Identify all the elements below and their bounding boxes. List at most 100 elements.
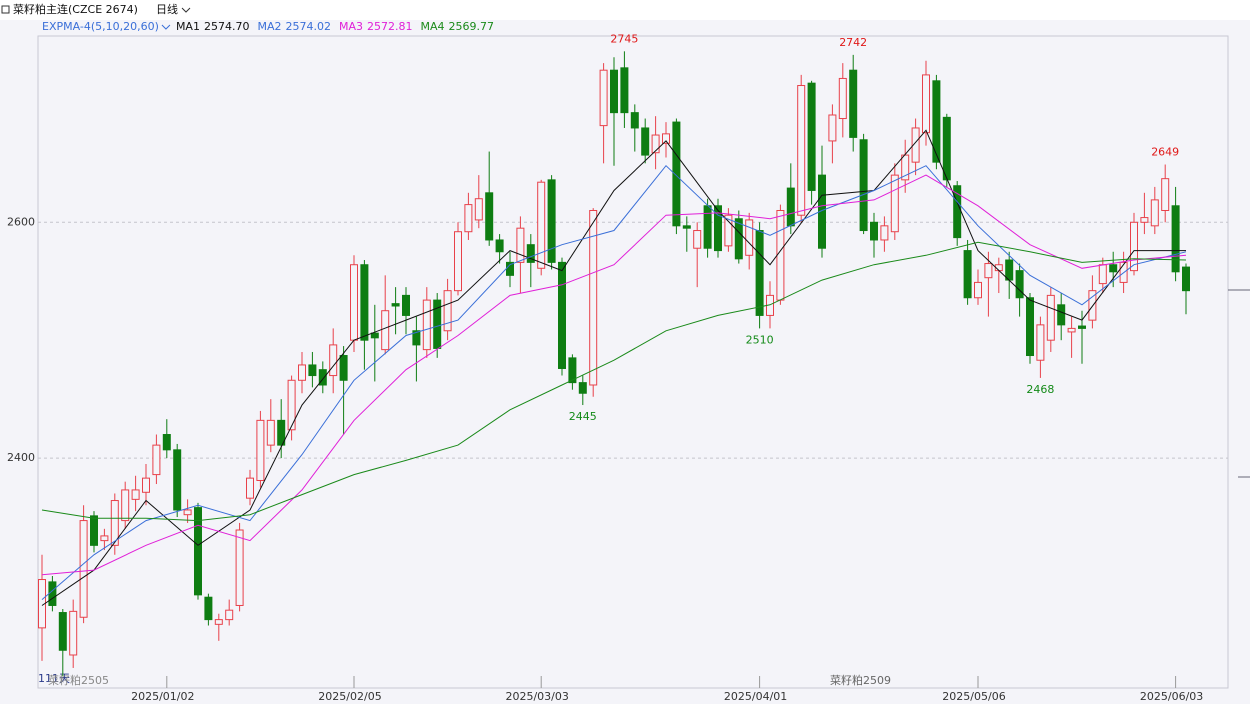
candle-body [870, 221, 878, 241]
candle-body [142, 477, 150, 493]
header-icon[interactable] [1, 5, 10, 14]
candle-body [214, 619, 223, 625]
high-label: 2649 [1151, 146, 1179, 159]
candle-body [277, 419, 286, 446]
candle-body [256, 419, 265, 481]
candle-body [703, 205, 712, 249]
candle-body [537, 181, 546, 269]
candle-body [849, 69, 858, 138]
legend: EXPMA-4(5,10,20,60) MA1 2574.70 MA2 2574.02… [42, 20, 494, 33]
candle-body [246, 477, 254, 499]
candle-body [298, 364, 306, 381]
contract-label: 菜籽粕2505 [48, 673, 109, 687]
candle-body [266, 419, 275, 446]
candle-body [807, 82, 816, 191]
candle-body [90, 515, 98, 546]
candle-body [755, 230, 764, 316]
candle-body [1182, 266, 1190, 292]
high-label: 2745 [610, 32, 638, 45]
y-tick-label: 2600 [7, 215, 35, 228]
candle-body [422, 299, 431, 351]
candle-body [1140, 217, 1149, 223]
candle-body [131, 489, 140, 500]
candle-body [1046, 294, 1055, 341]
period-selector[interactable]: 日线 [156, 2, 178, 16]
candle-body [235, 529, 244, 606]
candle-body [558, 261, 566, 369]
candle-body [402, 294, 410, 316]
candle-body [890, 174, 899, 233]
candle-body [922, 74, 930, 134]
candle-body [225, 609, 234, 621]
candle-body [1036, 324, 1045, 361]
legend-name: MA4 [420, 20, 444, 33]
low-label: 2468 [1026, 383, 1054, 396]
low-label: 2510 [746, 333, 774, 346]
candle-body [1130, 221, 1138, 272]
days-label: 111天 [38, 672, 70, 685]
candle-body [100, 535, 109, 542]
candle-body [1171, 205, 1180, 273]
candle-body [1161, 178, 1170, 211]
candle-body [911, 127, 920, 163]
candle-body [58, 612, 67, 651]
indicator-chevron[interactable] [161, 24, 171, 30]
candle-body [308, 364, 317, 377]
candle-body [485, 192, 494, 241]
contract-label: 菜籽粕2509 [830, 673, 891, 687]
candle-body [963, 250, 972, 299]
candle-body [797, 85, 806, 216]
indicator-name[interactable]: EXPMA-4(5,10,20,60) [42, 20, 159, 33]
candle-body [370, 332, 379, 339]
candle-body [204, 596, 213, 621]
candle-body [162, 434, 171, 451]
low-label: 2445 [569, 410, 597, 423]
x-tick-label: 2025/03/03 [505, 690, 568, 703]
instrument-title: 菜籽粕主连(CZCE 2674) [13, 2, 138, 16]
x-tick-label: 2025/05/06 [942, 690, 1005, 703]
candle-body [734, 218, 743, 260]
candle-body [1026, 297, 1034, 357]
period-chevron[interactable] [181, 7, 191, 13]
x-tick-label: 2025/04/01 [724, 690, 787, 703]
candle-body [589, 209, 598, 386]
candle-body [641, 127, 650, 156]
candle-body [859, 139, 868, 232]
candle-body [1015, 270, 1024, 299]
candle-body [578, 382, 587, 394]
header-bar [0, 0, 1250, 20]
candle-body [48, 581, 57, 606]
candle-body [183, 509, 192, 516]
candle-body [350, 264, 358, 341]
candle-body [672, 121, 681, 227]
candle-body [526, 244, 535, 263]
candle-body [651, 134, 660, 154]
candle-body [1078, 325, 1086, 329]
candle-body [745, 219, 754, 256]
candle-body [828, 114, 837, 142]
candle-body [495, 239, 504, 253]
candle-body [974, 281, 982, 299]
x-tick-label: 2025/02/05 [318, 690, 381, 703]
x-tick-label: 2025/06/03 [1140, 690, 1203, 703]
candle-body [662, 133, 670, 144]
ma-line [41, 129, 1186, 606]
candle-body [880, 225, 889, 241]
candle-body [194, 507, 202, 596]
candle-body [381, 310, 390, 351]
candle-body [1067, 327, 1076, 333]
high-label: 2742 [839, 36, 867, 49]
candle-body [547, 179, 556, 263]
candle-body [932, 80, 941, 163]
x-tick-label: 2025/01/02 [131, 690, 194, 703]
candle-body [599, 69, 608, 127]
candle-body [724, 214, 733, 247]
candle-body [838, 77, 847, 120]
candle-body [69, 610, 78, 656]
candle-body [693, 230, 702, 249]
candles [38, 51, 1190, 677]
candle-body [984, 263, 993, 279]
candle-body [79, 520, 88, 618]
candle-body [121, 489, 130, 522]
candle-body [516, 227, 525, 263]
